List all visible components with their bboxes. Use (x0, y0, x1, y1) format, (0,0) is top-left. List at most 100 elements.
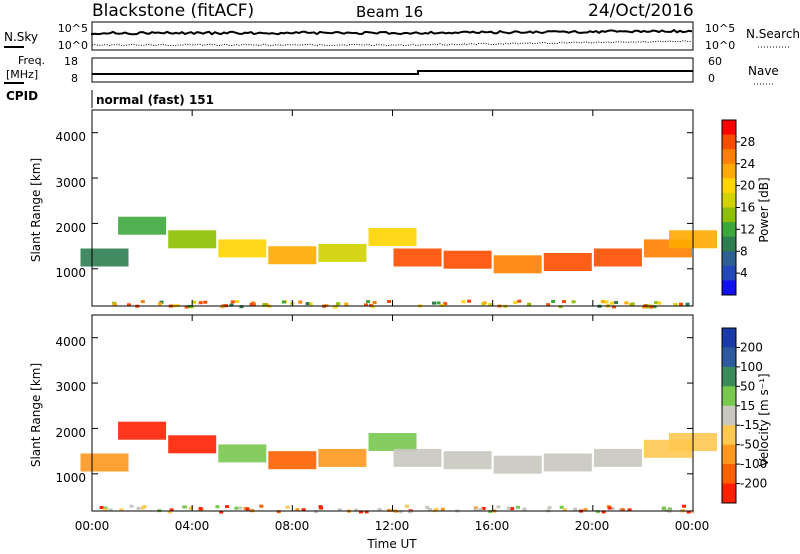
nave-tick-low: 0 (708, 72, 715, 85)
ground-scatter-cell (220, 305, 225, 309)
colorbar-tick-label: -50 (740, 438, 760, 452)
velocity-panel (80, 314, 717, 514)
date-label: 24/Oct/2016 (588, 1, 694, 21)
nave-tick-high: 60 (708, 55, 722, 68)
ground-scatter-cell (245, 507, 250, 511)
colorbar-tick-label: 24 (740, 157, 755, 171)
ground-scatter-cell (182, 505, 187, 509)
colorbar-swatch (722, 222, 736, 238)
colorbar-tick-label: 8 (740, 244, 748, 258)
colorbar-tick-label: 16 (740, 201, 755, 215)
ground-scatter-cell (364, 510, 369, 514)
ground-scatter-cell (673, 303, 678, 306)
velocity-colorbar-label: Velocity [m s⁻¹] (757, 373, 771, 466)
xtick-0800: 08:00 (275, 519, 310, 533)
ground-scatter-cell (235, 300, 240, 303)
ground-scatter-cell (667, 507, 672, 511)
nsearch-label: N.Search (746, 27, 800, 41)
ground-scatter-cell (295, 508, 300, 512)
velocity-ytick-4000: 4000 (55, 335, 86, 349)
power-panel (80, 109, 717, 309)
ground-scatter-cell (685, 302, 690, 306)
echo-cell-11 (593, 448, 642, 467)
velocity-axis-ticks (91, 315, 694, 511)
ground-scatter-cell (583, 508, 588, 512)
freq-trace (92, 70, 693, 75)
ground-scatter-cell (305, 302, 310, 306)
colorbar-swatch (722, 328, 736, 348)
ground-scatter-cell (215, 505, 220, 509)
ground-scatter-cell (482, 301, 487, 305)
ground-scatter-cell (513, 301, 518, 305)
ground-scatter-cell (344, 302, 349, 306)
power-ytick-4000: 4000 (55, 130, 86, 144)
plot-title: Blackstone (fitACF) (92, 1, 254, 21)
ground-scatter-cell (496, 505, 501, 509)
ground-scatter-cell (238, 506, 243, 510)
ground-scatter-cell (425, 506, 430, 509)
echo-cell-0 (80, 453, 129, 472)
ground-scatter-cell (610, 301, 615, 305)
echo-cell-5 (318, 448, 367, 467)
xtick-0400: 04:00 (175, 519, 210, 533)
ground-scatter-cell (219, 510, 224, 514)
ground-scatter-cell (285, 505, 290, 509)
echo-cell-10 (543, 253, 592, 271)
ground-scatter-cell (614, 301, 618, 304)
ground-scatter-cell (558, 305, 563, 309)
colorbar-tick-label: 28 (740, 135, 755, 149)
ground-scatter-cell (612, 305, 616, 309)
colorbar-swatch (722, 280, 736, 296)
ground-scatter-cell (387, 300, 391, 303)
ground-scatter-cell (601, 510, 606, 514)
ground-scatter-cell (225, 505, 230, 509)
colorbar-tick-label: -15 (740, 418, 760, 432)
ground-scatter-cell (301, 508, 306, 512)
ground-scatter-cell (136, 506, 141, 510)
colorbar-swatch (722, 149, 736, 165)
ground-scatter-cell (112, 303, 117, 306)
echo-cell-8 (443, 451, 492, 470)
velocity-colorbar: 200 100 50 15 -15 -50 -100 -200 (721, 327, 767, 504)
echo-cell-8 (443, 250, 492, 269)
echo-cell-4 (268, 451, 317, 470)
colorbar-tick-label: 100 (740, 360, 763, 374)
echo-cell-3 (218, 239, 267, 258)
ground-scatter-cell (102, 508, 107, 512)
colorbar-swatch (722, 207, 736, 223)
nave-label: Nave (748, 64, 779, 78)
ground-scatter-cell (595, 510, 600, 514)
echo-cell-9 (493, 255, 542, 274)
ground-scatter-cell (686, 510, 691, 514)
xtick-1200: 12:00 (375, 519, 410, 533)
ground-scatter-cell (604, 300, 609, 304)
ground-scatter-cell (336, 302, 341, 306)
ground-scatter-cell (467, 299, 472, 303)
power-ylabel: Slant Range [km] (29, 158, 43, 262)
ground-scatter-cell (515, 505, 520, 509)
echo-cell-1 (118, 421, 167, 440)
ground-scatter-cell (198, 301, 203, 305)
ground-scatter-cell (298, 300, 303, 304)
ground-scatter-cell (607, 506, 612, 510)
velocity-ytick-3000: 3000 (55, 380, 86, 394)
ground-scatter-cell (318, 505, 323, 509)
ground-scatter-cell (478, 508, 483, 512)
ground-scatter-cell (308, 302, 313, 306)
ground-scatter-cell (627, 508, 632, 512)
beam-label: Beam 16 (356, 3, 423, 21)
power-ytick-2000: 2000 (55, 221, 86, 235)
ground-scatter-cell (198, 507, 203, 511)
ground-scatter-cell (436, 301, 441, 305)
xtick-0000: 00:00 (75, 519, 110, 533)
ground-scatter-cell (359, 510, 363, 514)
colorbar-swatch (722, 265, 736, 281)
velocity-ylabel: Slant Range [km] (29, 363, 43, 467)
ground-scatter-cell (140, 300, 145, 304)
ground-scatter-cell (140, 506, 145, 510)
noise-right-tick-low: 10^0 (705, 39, 735, 52)
ground-scatter-cell (372, 301, 377, 304)
ground-scatter-cell (624, 301, 629, 305)
colorbar-swatch (722, 251, 736, 267)
